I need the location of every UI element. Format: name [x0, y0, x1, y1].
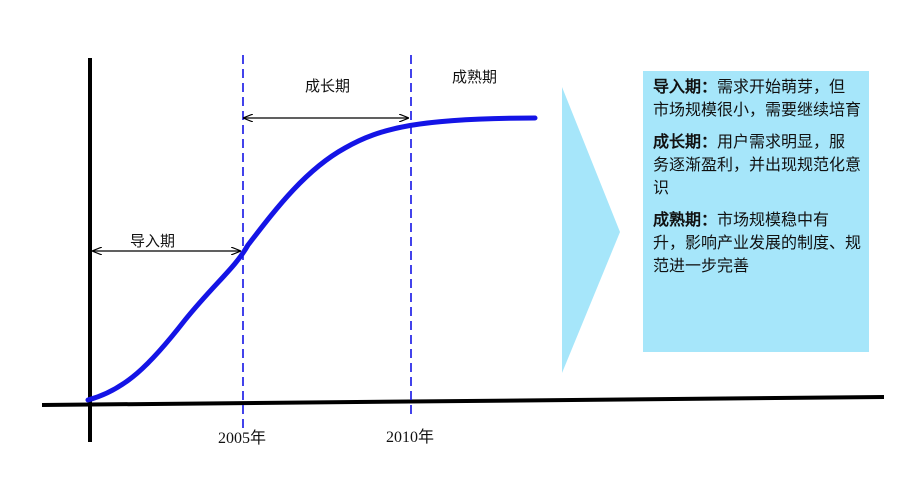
pointer-arrow-shape [562, 87, 620, 373]
stage-label-mature: 成熟期 [452, 68, 497, 86]
description-text: 需求开始萌芽，但市场规模很小，需要继续培育 [653, 77, 862, 119]
description-term: 导入期 [653, 77, 702, 96]
description-separator: ： [701, 210, 718, 229]
x-axis [41, 395, 885, 407]
description-separator: ： [701, 132, 718, 151]
year-label-2010: 2010年 [386, 428, 434, 446]
stage-label-growth: 成长期 [305, 77, 350, 95]
year-label-2005: 2005年 [218, 429, 266, 447]
description-growth: 成长期：用户需求明显，服务逐渐盈利，并出现规范化意识 [653, 130, 861, 199]
stage-label-intro: 导入期 [130, 232, 175, 250]
description-mature: 成熟期：市场规模稳中有升，影响产业发展的制度、规范进一步完善 [653, 208, 861, 277]
description-text: 用户需求明显，服务逐渐盈利，并出现规范化意识 [653, 132, 862, 197]
growth-curve [85, 115, 538, 403]
description-box: 导入期：需求开始萌芽，但市场规模很小，需要继续培育 成长期：用户需求明显，服务逐… [643, 71, 869, 352]
description-text: 市场规模稳中有升，影响产业发展的制度、规范进一步完善 [653, 210, 862, 275]
description-intro: 导入期：需求开始萌芽，但市场规模很小，需要继续培育 [653, 75, 861, 121]
description-separator: ： [701, 77, 718, 96]
description-term: 成熟期 [653, 210, 702, 229]
description-term: 成长期 [653, 132, 702, 151]
